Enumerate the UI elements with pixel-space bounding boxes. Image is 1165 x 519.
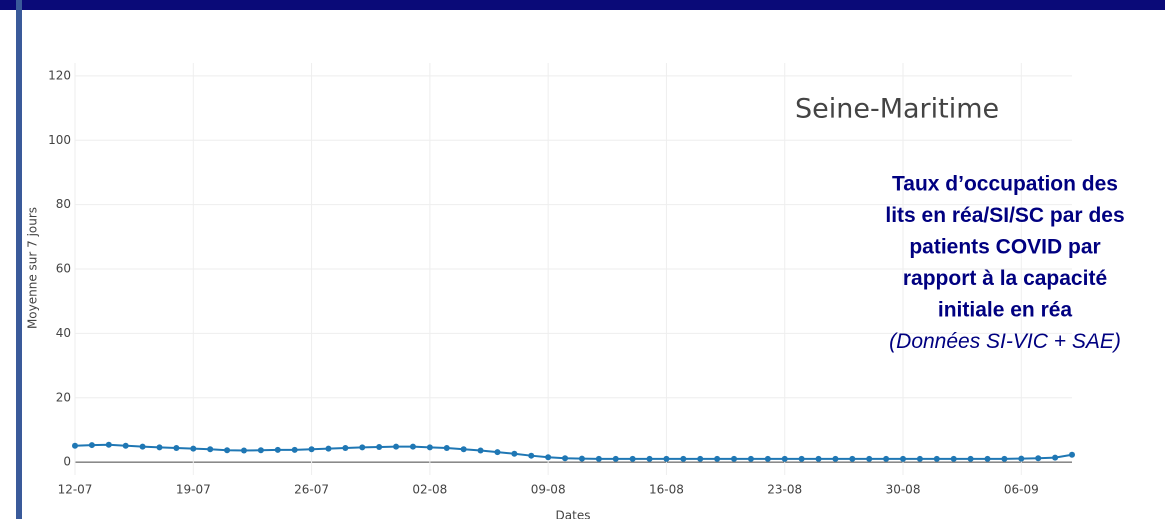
point (72, 442, 78, 449)
x-tick-label: 16-08 (649, 483, 684, 497)
line (74, 443, 1073, 460)
point (274, 446, 281, 453)
point (629, 455, 636, 462)
y-tick-label: 0 (63, 455, 71, 469)
point (950, 455, 957, 462)
point (578, 455, 585, 462)
point (393, 443, 400, 450)
point (984, 455, 991, 462)
point (815, 455, 822, 462)
point (325, 445, 332, 452)
point (240, 447, 247, 454)
point (680, 455, 687, 462)
point (747, 455, 754, 462)
annotation-line: Taux d’occupation des (892, 173, 1118, 196)
point (967, 455, 974, 462)
annotation-line: patients COVID par (909, 236, 1100, 259)
left-border (16, 0, 22, 519)
top-bar (0, 0, 1165, 10)
point (105, 441, 112, 448)
x-tick-label: 09-08 (531, 483, 566, 497)
point (122, 442, 129, 449)
y-tick-label: 100 (48, 133, 71, 147)
point (1052, 454, 1059, 461)
chart-title: Seine-Maritime (795, 94, 999, 125)
point (376, 443, 383, 450)
point (173, 444, 180, 451)
point (764, 455, 771, 462)
x-tick-label: 23-08 (767, 483, 802, 497)
point (207, 446, 214, 453)
point (494, 449, 501, 456)
point (849, 455, 856, 462)
x-tick-label: 26-07 (294, 483, 329, 497)
point (156, 444, 163, 451)
point (900, 455, 907, 462)
x-tick-label: 19-07 (176, 483, 211, 497)
point (562, 455, 569, 462)
x-axis-label: Dates (556, 509, 591, 519)
point (933, 455, 940, 462)
point (612, 455, 619, 462)
point (291, 446, 298, 453)
point (832, 455, 839, 462)
point (88, 442, 95, 449)
point (731, 455, 738, 462)
x-tick-label: 06-09 (1004, 483, 1039, 497)
point (342, 444, 349, 451)
point (257, 447, 264, 454)
point (443, 444, 450, 451)
point (714, 455, 721, 462)
point (477, 447, 484, 454)
y-tick-label: 80 (56, 197, 71, 211)
point (1069, 451, 1075, 458)
y-tick-label: 20 (56, 390, 71, 404)
point (308, 446, 315, 453)
y-tick-label: 60 (56, 262, 71, 276)
point (528, 452, 535, 459)
annotation-line: rapport à la capacité (903, 267, 1107, 290)
y-tick-label: 120 (48, 68, 71, 82)
point (511, 450, 518, 457)
x-tick-label: 30-08 (886, 483, 921, 497)
point (646, 455, 653, 462)
annotation-line: initiale en réa (938, 299, 1073, 322)
y-axis-label: Moyenne sur 7 jours (26, 207, 40, 329)
point (409, 443, 416, 450)
point (595, 455, 602, 462)
point (663, 455, 670, 462)
point (190, 445, 197, 452)
point (798, 455, 805, 462)
point (460, 446, 467, 453)
point (1035, 455, 1042, 462)
point (545, 454, 552, 461)
annotation-source: (Données SI-VIC + SAE) (889, 330, 1121, 353)
point (426, 444, 433, 451)
x-tick-label: 12-07 (58, 483, 93, 497)
x-tick-label: 02-08 (412, 483, 447, 497)
point (866, 455, 873, 462)
point (781, 455, 788, 462)
point (1018, 455, 1025, 462)
y-tick-label: 40 (56, 326, 71, 340)
point (359, 444, 366, 451)
point (883, 455, 890, 462)
point (697, 455, 704, 462)
point (224, 447, 231, 454)
point (1001, 455, 1008, 462)
point (916, 455, 923, 462)
point (139, 443, 146, 450)
annotation-line: lits en réa/SI/SC par des (885, 204, 1124, 227)
